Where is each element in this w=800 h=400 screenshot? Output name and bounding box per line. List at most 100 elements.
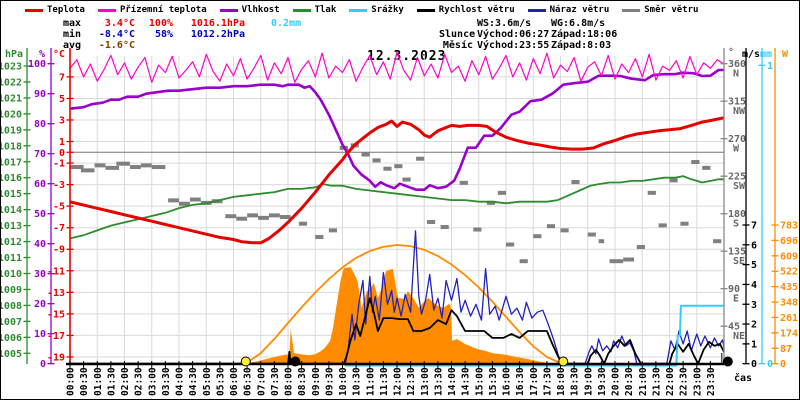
svg-text:1019: 1019 (1, 125, 22, 136)
svg-text:5: 5 (59, 94, 65, 105)
svg-text:1006: 1006 (1, 333, 22, 344)
svg-text:-9: -9 (53, 245, 65, 256)
svg-text:0: 0 (59, 148, 65, 159)
svg-text:00:00: 00:00 (66, 367, 77, 396)
svg-text:1009: 1009 (1, 285, 22, 296)
svg-text:90: 90 (728, 284, 740, 295)
legend-color-dash (349, 8, 368, 12)
legend-color-dash (292, 8, 311, 12)
svg-text:11:30: 11:30 (379, 367, 390, 396)
wind-speed-summary: WS:3.6m/s (477, 18, 532, 29)
svg-text:1: 1 (59, 137, 65, 148)
svg-text:1021: 1021 (1, 93, 22, 104)
stats-avg-label: avg (63, 40, 82, 51)
svg-text:45: 45 (728, 322, 740, 333)
sun-label: Slunce (439, 29, 476, 40)
svg-text:90: 90 (34, 89, 46, 100)
moon-marker-icon (290, 356, 301, 367)
svg-text:261: 261 (780, 313, 798, 324)
stats-max-label: max (63, 18, 82, 29)
svg-text:30: 30 (34, 269, 46, 280)
svg-text:hPa: hPa (5, 49, 23, 60)
svg-text:696: 696 (780, 236, 798, 247)
svg-text:05:00: 05:00 (202, 367, 213, 396)
svg-text:07:00: 07:00 (256, 367, 267, 396)
svg-text:1: 1 (751, 339, 757, 350)
svg-text:1015: 1015 (1, 189, 22, 200)
svg-text:1014: 1014 (1, 205, 22, 216)
sunset-time: Západ:18:06 (551, 29, 618, 40)
svg-text:435: 435 (780, 282, 798, 293)
svg-text:°: ° (728, 47, 734, 58)
svg-text:NE: NE (733, 331, 745, 342)
moon-label: Měsíc (442, 40, 473, 51)
svg-text:174: 174 (780, 328, 798, 339)
stats-max-humidity: 100% (148, 18, 173, 29)
svg-text:1: 1 (767, 61, 773, 72)
svg-text:3: 3 (751, 300, 757, 311)
svg-text:6: 6 (751, 240, 757, 251)
svg-text:13:30: 13:30 (433, 367, 444, 396)
moonrise-time: Východ:23:55 (477, 40, 550, 51)
svg-text:23:30: 23:30 (706, 367, 717, 396)
svg-text:7: 7 (59, 72, 65, 83)
svg-text:09:30: 09:30 (324, 367, 335, 396)
x-axis: 00:00 00:30 01:00 01:30 02:00 02:30 03:00 03:30… (66, 361, 724, 396)
stats-min-pressure: 1012.2hPa (190, 29, 245, 40)
stats-min-temp: -8.4°C (98, 29, 135, 40)
svg-text:01:30: 01:30 (106, 367, 117, 396)
legend-item-label: Směr větru (644, 5, 699, 15)
svg-text:-7: -7 (53, 223, 65, 234)
svg-text:60: 60 (34, 179, 46, 190)
wind-speed-series (70, 297, 725, 365)
svg-text:06:00: 06:00 (229, 367, 240, 396)
svg-text:06:30: 06:30 (243, 367, 254, 396)
solar-radiation-actual-series (248, 267, 561, 364)
svg-text:225: 225 (728, 172, 746, 183)
svg-text:mm: mm (760, 49, 772, 60)
svg-text:4: 4 (751, 280, 757, 291)
legend-item-tlak: Tlak (292, 5, 336, 15)
svg-text:80: 80 (34, 119, 46, 130)
svg-text:-11: -11 (47, 266, 65, 277)
svg-text:04:00: 04:00 (175, 367, 186, 396)
svg-text:E: E (733, 294, 739, 305)
svg-text:m/s: m/s (742, 49, 760, 60)
svg-text:1012: 1012 (1, 237, 22, 248)
svg-text:522: 522 (780, 267, 798, 278)
precipitation-series (344, 304, 724, 367)
svg-text:-13: -13 (47, 288, 65, 299)
legend-item-label: Rychlost větru (438, 5, 515, 15)
legend-item-n-raz-v-tru: Náraz větru (527, 5, 609, 15)
svg-text:15:30: 15:30 (488, 367, 499, 396)
solar-radiation-theoretical-series (245, 244, 564, 365)
legend-item-label: Přízemní teplota (119, 5, 207, 15)
sun-row: Slunce Východ:06:27 Západ:18:06 (439, 29, 617, 40)
svg-text:13:00: 13:00 (420, 367, 431, 396)
svg-text:270: 270 (728, 134, 746, 145)
svg-text:19:30: 19:30 (597, 367, 608, 396)
svg-text:5: 5 (751, 260, 757, 271)
astro-block: WS:3.6m/s WG:6.8m/s Slunce Východ:06:27 … (439, 18, 617, 51)
stats-max-row: max 3.4°C 100% 1016.1hPa 0.2mm (63, 18, 301, 29)
pressure-series (69, 175, 724, 240)
svg-text:1010: 1010 (1, 269, 22, 280)
svg-text:SE: SE (733, 256, 745, 267)
svg-text:1011: 1011 (1, 253, 22, 264)
svg-text:21:30: 21:30 (651, 367, 662, 396)
legend-color-dash (527, 8, 546, 12)
svg-text:NW: NW (733, 106, 746, 117)
legend-color-dash (97, 8, 116, 12)
stats-min-label: min (63, 29, 82, 40)
svg-text:10:30: 10:30 (352, 367, 363, 396)
svg-text:-17: -17 (47, 331, 65, 342)
legend-item-p-zemn-teplota: Přízemní teplota (97, 5, 207, 15)
svg-text:1008: 1008 (1, 301, 22, 312)
wind-gust-series (70, 230, 725, 365)
stats-avg-temp: -1.6°C (98, 40, 135, 51)
svg-text:0: 0 (751, 359, 757, 370)
svg-text:09:00: 09:00 (311, 367, 322, 396)
legend-item-label: Teplota (47, 5, 85, 15)
